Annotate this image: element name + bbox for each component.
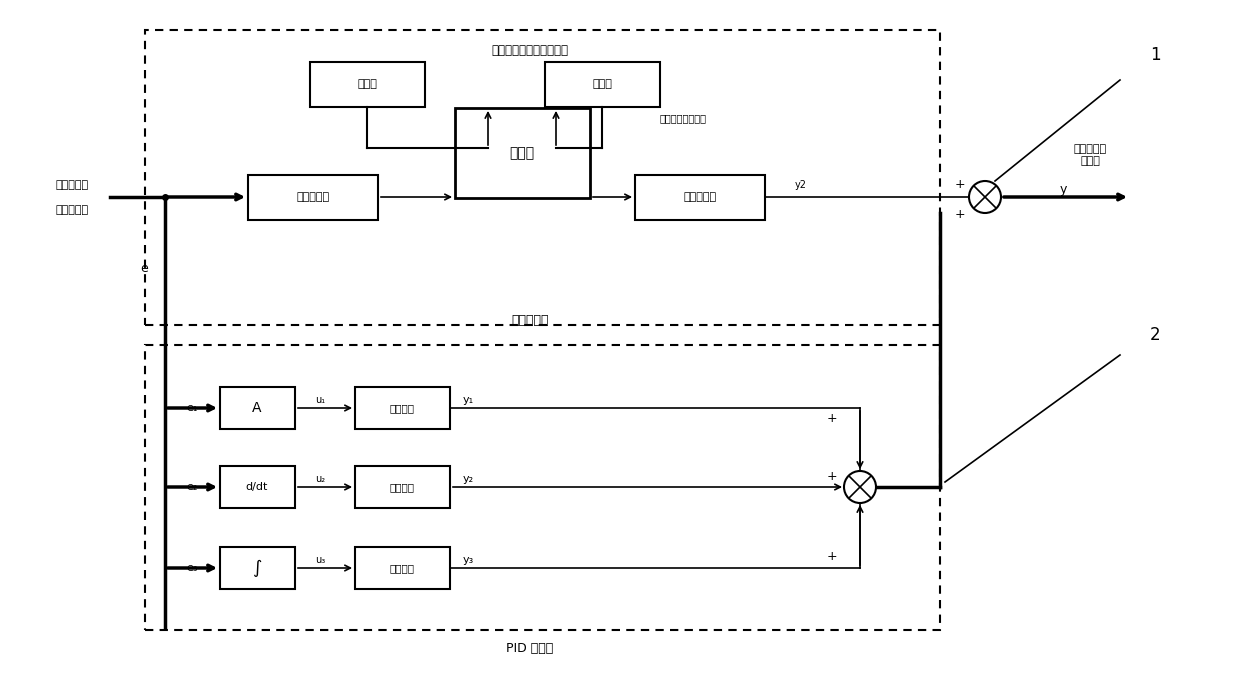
Text: 致识库: 致识库 [591,79,611,89]
Bar [546,62,660,107]
Text: y₃: y₃ [463,555,474,565]
Text: A: A [252,401,262,415]
Text: 对应该烟包调整加水多少: 对应该烟包调整加水多少 [491,43,568,56]
Text: e₃: e₃ [186,563,197,573]
Text: ∫: ∫ [252,559,262,577]
Bar [248,175,378,220]
Text: 现出口水分: 现出口水分 [56,180,88,190]
Text: e₂: e₂ [186,482,197,492]
Text: e₁: e₁ [186,403,197,413]
Text: 解模糊接口: 解模糊接口 [683,192,717,202]
Text: +: + [955,178,965,191]
Text: +: + [955,208,965,222]
Text: 1: 1 [1149,46,1161,64]
Bar [219,547,295,589]
Text: 2: 2 [1149,326,1161,344]
Text: 格式转化: 格式转化 [389,403,414,413]
Text: u₁: u₁ [315,395,325,405]
Text: PID 控制块: PID 控制块 [506,641,553,654]
Text: 规则库: 规则库 [357,79,377,89]
Bar [355,547,450,589]
Circle shape [844,471,875,503]
Bar [219,387,295,429]
Text: d/dt: d/dt [246,482,268,492]
Bar [145,30,940,325]
Text: u₃: u₃ [315,555,325,565]
Bar [310,62,425,107]
Text: e: e [140,261,148,275]
Text: 模糊化接口: 模糊化接口 [296,192,330,202]
Bar [455,108,590,198]
Text: 格式转化: 格式转化 [389,482,414,492]
Bar [145,345,940,630]
Text: 输出加水阀
门开度: 输出加水阀 门开度 [1074,144,1106,166]
Bar [355,466,450,508]
Text: +: + [827,411,837,424]
Text: +: + [827,550,837,563]
Text: 推理机: 推理机 [510,146,534,160]
Text: y₁: y₁ [463,395,474,405]
Text: y2: y2 [795,180,807,190]
Text: 格式转化: 格式转化 [389,563,414,573]
Text: 模糊控制块: 模糊控制块 [511,314,549,327]
Text: u₂: u₂ [315,474,325,484]
Text: 现阀门开度: 现阀门开度 [56,205,88,215]
Text: 烟包干燥湿润程度: 烟包干燥湿润程度 [660,113,707,123]
Text: y₂: y₂ [463,474,474,484]
Text: +: + [827,471,837,484]
Bar [219,466,295,508]
Circle shape [968,181,1001,213]
Bar [635,175,765,220]
Bar [355,387,450,429]
Text: y: y [1060,182,1068,195]
